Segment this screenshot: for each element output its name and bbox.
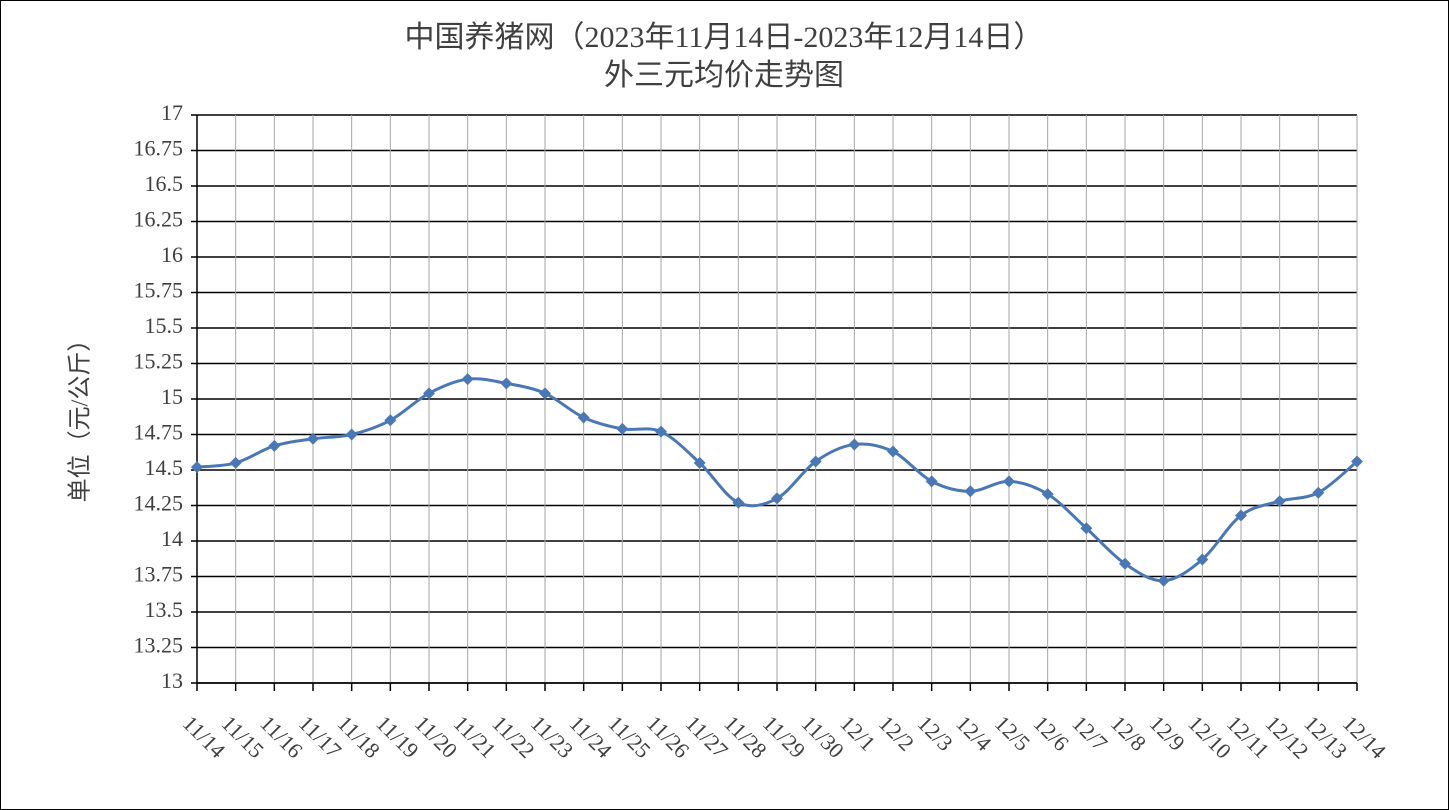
marker: [229, 456, 242, 469]
y-tick-label: 16: [161, 242, 183, 267]
y-axis-label: 单位（元/公斤）: [67, 328, 94, 503]
marker: [693, 456, 706, 469]
chart-subtitle: 外三元均价走势图: [604, 59, 844, 92]
marker: [191, 461, 203, 474]
marker: [1351, 455, 1363, 468]
y-tick-label: 15: [161, 384, 183, 409]
y-tick-label: 17: [161, 100, 183, 125]
marker: [1157, 574, 1170, 587]
y-tick-label: 13: [161, 668, 183, 693]
y-tick-label: 14.25: [134, 491, 184, 516]
marker: [1003, 475, 1015, 488]
y-tick-label: 15.5: [145, 313, 184, 338]
marker: [771, 492, 783, 505]
marker: [1041, 488, 1054, 501]
marker: [268, 439, 281, 452]
y-tick-label: 14.5: [145, 455, 184, 480]
marker: [925, 475, 938, 488]
marker: [577, 411, 590, 424]
y-tick-label: 16.25: [134, 207, 184, 232]
marker: [616, 422, 629, 435]
marker: [1080, 522, 1093, 535]
marker: [307, 432, 319, 445]
marker: [1196, 553, 1209, 566]
marker: [655, 425, 667, 438]
marker: [539, 387, 551, 400]
y-tick-label: 14.75: [134, 420, 184, 445]
y-tick-label: 16.5: [145, 171, 184, 196]
y-tick-label: 16.75: [134, 136, 184, 161]
marker: [345, 428, 358, 441]
marker: [809, 455, 822, 468]
marker: [964, 485, 977, 498]
marker: [1119, 557, 1131, 570]
y-tick-label: 15.75: [134, 278, 184, 303]
marker: [461, 373, 474, 386]
marker: [423, 387, 435, 400]
marker: [384, 414, 397, 427]
chart-title: 中国养猪网（2023年11月14日-2023年12月14日）: [405, 21, 1044, 54]
marker: [732, 496, 745, 509]
y-tick-label: 14: [161, 526, 183, 551]
marker: [1273, 495, 1286, 508]
y-tick-label: 13.75: [134, 562, 184, 587]
marker: [1235, 509, 1247, 522]
marker: [500, 377, 513, 390]
y-tick-label: 15.25: [134, 349, 184, 374]
y-tick-label: 13.25: [134, 633, 184, 658]
y-tick-label: 13.5: [145, 597, 184, 622]
marker: [887, 445, 899, 458]
marker: [1312, 486, 1325, 499]
marker: [848, 438, 861, 451]
